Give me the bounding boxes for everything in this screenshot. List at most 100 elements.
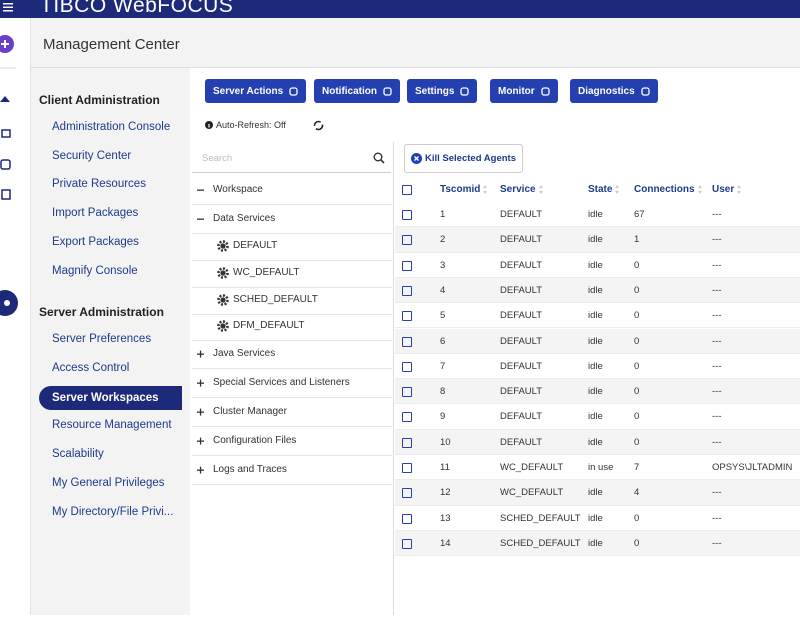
row-checkbox[interactable]: [402, 463, 412, 473]
row-checkbox[interactable]: [402, 412, 412, 423]
row-checkbox[interactable]: [402, 336, 412, 347]
table-cell: ---: [712, 209, 722, 220]
tree-label: SCHED_DEFAULT: [233, 294, 318, 305]
refresh-icon[interactable]: [313, 120, 324, 131]
row-checkbox[interactable]: [402, 311, 412, 322]
row-checkbox[interactable]: [402, 538, 412, 549]
table-row[interactable]: [395, 379, 800, 405]
info-icon: [205, 121, 213, 129]
table-cell: ---: [712, 537, 722, 549]
table-cell: SCHED_DEFAULT: [500, 512, 581, 524]
tree-panel: [192, 142, 394, 615]
tree-gear-icon: [217, 267, 229, 279]
nav-item[interactable]: Access Control: [52, 362, 130, 374]
row-checkbox[interactable]: [402, 387, 412, 398]
kill-agents-button[interactable]: Kill Selected Agents: [404, 144, 523, 173]
table-row[interactable]: [395, 303, 800, 329]
table-row[interactable]: [395, 252, 800, 278]
table-row[interactable]: [395, 429, 800, 455]
button-icon: [541, 86, 550, 96]
toolbar-button-label: Diagnostics: [578, 85, 635, 97]
table-cell: 14: [440, 537, 451, 549]
tree-gear-icon: [217, 294, 229, 306]
table-cell: DEFAULT: [500, 386, 543, 398]
tree-row[interactable]: [192, 177, 392, 205]
toolbar-button[interactable]: Settings: [407, 79, 478, 103]
section-title: Server Administration: [39, 305, 164, 319]
table-row[interactable]: [395, 227, 800, 253]
table-row[interactable]: [395, 404, 800, 430]
search-placeholder: Search: [202, 153, 233, 164]
tree-row[interactable]: [192, 260, 392, 288]
table-cell: 1: [634, 234, 640, 246]
column-header[interactable]: Service: [500, 184, 543, 195]
nav-item[interactable]: Administration Console: [52, 121, 171, 133]
nav-item[interactable]: Server Preferences: [52, 333, 152, 345]
tree-label: Special Services and Listeners: [213, 377, 350, 388]
table-cell: DEFAULT: [500, 411, 543, 423]
table-cell: ---: [712, 335, 722, 347]
tree-plus-icon: [197, 350, 205, 358]
nav-item[interactable]: Security Center: [52, 150, 132, 162]
table-cell: 0: [634, 411, 640, 423]
row-checkbox[interactable]: [402, 285, 412, 296]
section-title: Client Administration: [39, 93, 160, 107]
column-header-label: User: [712, 184, 735, 195]
table-row[interactable]: [395, 328, 800, 354]
table-row[interactable]: [395, 202, 800, 228]
row-checkbox[interactable]: [402, 210, 412, 220]
header-checkbox[interactable]: [402, 185, 412, 195]
tree-minus-icon: [197, 215, 205, 223]
row-checkbox[interactable]: [402, 260, 412, 271]
search-box[interactable]: Search: [192, 144, 391, 173]
table-row[interactable]: [395, 505, 800, 531]
table-row[interactable]: [395, 480, 800, 506]
tree-row[interactable]: [192, 428, 392, 456]
nav-item[interactable]: Resource Management: [52, 419, 172, 431]
table-cell: DEFAULT: [500, 259, 543, 271]
row-checkbox[interactable]: [402, 361, 412, 372]
tree-row[interactable]: [192, 399, 392, 427]
tree-label: Logs and Traces: [213, 464, 287, 475]
table-row[interactable]: [395, 530, 800, 557]
table-cell: SCHED_DEFAULT: [500, 537, 581, 549]
tree-row[interactable]: [192, 313, 392, 341]
row-checkbox[interactable]: [402, 437, 412, 448]
column-header[interactable]: State: [588, 184, 620, 195]
menu-icon[interactable]: [2, 1, 14, 13]
toolbar-button[interactable]: Notification: [314, 79, 400, 103]
toolbar-button[interactable]: Server Actions: [205, 79, 307, 103]
nav-item[interactable]: Scalability: [52, 448, 104, 460]
table-cell: 0: [634, 386, 640, 398]
table-cell: ---: [712, 512, 722, 524]
nav-item[interactable]: My Directory/File Privi...: [52, 506, 174, 518]
tree-label: DFM_DEFAULT: [233, 320, 305, 331]
auto-refresh[interactable]: Auto-Refresh: Off: [205, 120, 286, 130]
toolbar-button[interactable]: Diagnostics: [570, 79, 658, 103]
table-row[interactable]: [395, 277, 800, 304]
nav-item[interactable]: Magnify Console: [52, 265, 138, 277]
tree-row[interactable]: [192, 206, 392, 234]
tree-row[interactable]: [192, 341, 392, 369]
column-header[interactable]: Tscomid: [440, 184, 488, 195]
row-checkbox[interactable]: [402, 235, 412, 246]
nav-item[interactable]: Private Resources: [52, 178, 146, 190]
nav-item[interactable]: Export Packages: [52, 236, 139, 248]
toolbar-button[interactable]: Monitor: [490, 79, 558, 103]
row-checkbox[interactable]: [402, 488, 412, 499]
table-cell: 2: [440, 234, 446, 246]
table-row[interactable]: [395, 353, 800, 380]
column-header[interactable]: User: [712, 184, 742, 195]
tree-row[interactable]: [192, 370, 392, 398]
column-header-label: Tscomid: [440, 184, 481, 195]
row-checkbox[interactable]: [402, 513, 412, 524]
table-row[interactable]: [395, 455, 800, 481]
nav-item-active[interactable]: Server Workspaces: [39, 386, 182, 410]
tree-row[interactable]: [192, 287, 392, 315]
column-header[interactable]: Connections: [634, 184, 702, 195]
table-cell: 0: [634, 284, 640, 296]
nav-item[interactable]: Import Packages: [52, 207, 139, 219]
tree-row[interactable]: [192, 233, 392, 261]
nav-item[interactable]: My General Privileges: [52, 477, 165, 489]
tree-row[interactable]: [192, 457, 392, 485]
